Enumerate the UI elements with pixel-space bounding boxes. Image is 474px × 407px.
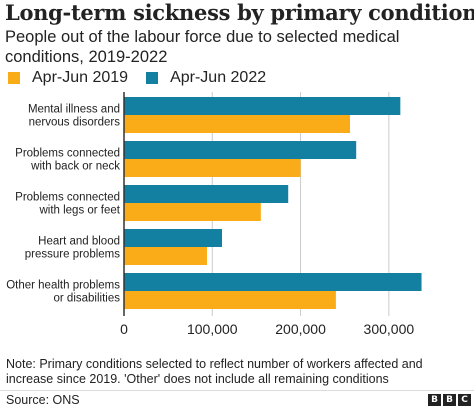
x-tick-label: 100,000 (187, 321, 238, 337)
legend-label-2022: Apr-Jun 2022 (170, 69, 267, 86)
category-label-line: with back or neck (30, 161, 120, 173)
category-label-line: Mental illness and (28, 104, 120, 116)
category-label: Mental illness and nervous disorders (28, 104, 120, 129)
category-label: Other health problems or disabilities (6, 280, 120, 305)
bar-2019 (124, 247, 207, 265)
chart-note: Note: Primary conditions selected to ref… (6, 357, 423, 386)
bar-chart: Mental illness and nervous disorders Probl… (6, 92, 422, 337)
legend-label-2019: Apr-Jun 2019 (32, 69, 129, 86)
category-label: Problems connected with legs or feet (15, 192, 121, 217)
chart-title: Long-term sickness by primary condition (5, 0, 474, 25)
category-label-line: Problems connected (15, 192, 120, 204)
bar-2022 (124, 273, 422, 291)
bbc-logo-block: B (443, 394, 456, 406)
bbc-logo-block: C (458, 394, 471, 406)
category-label: Problems connected with back or neck (15, 148, 120, 173)
x-tick-label: 300,000 (364, 321, 415, 337)
bar-2022 (124, 185, 289, 203)
category-label-line: Heart and blood (38, 236, 120, 248)
x-tick-label: 0 (120, 321, 128, 337)
bar-2022 (124, 229, 222, 247)
bbc-logo: B B C (426, 394, 471, 406)
category-label-line: pressure problems (25, 249, 120, 261)
legend-swatch-2019 (8, 72, 20, 84)
x-tick-label: 200,000 (275, 321, 326, 337)
category-label-line: with legs or feet (38, 205, 120, 217)
bar-2019 (124, 159, 301, 177)
bar-2019 (124, 115, 351, 133)
bar-2019 (124, 203, 261, 221)
legend-swatch-2022 (146, 72, 159, 84)
chart-subtitle: People out of the labour force due to se… (5, 28, 400, 66)
legend-item-2022: Apr-Jun 2022 (146, 69, 266, 87)
source-credit: Source: ONS (6, 393, 80, 407)
bar-2022 (124, 141, 357, 159)
category-label-line: nervous disorders (29, 117, 121, 129)
legend-item-2019: Apr-Jun 2019 (8, 69, 128, 87)
category-label: Heart and blood pressure problems (25, 236, 120, 261)
legend: Apr-Jun 2019 Apr-Jun 2022 (8, 69, 284, 87)
bar-2022 (124, 97, 401, 115)
category-label-line: Other health problems (6, 280, 120, 292)
bbc-logo-block: B (428, 394, 441, 406)
category-label-line: or disabilities (54, 293, 121, 305)
footer-divider (0, 390, 474, 391)
category-label-line: Problems connected (15, 148, 120, 160)
bar-2019 (124, 291, 336, 309)
